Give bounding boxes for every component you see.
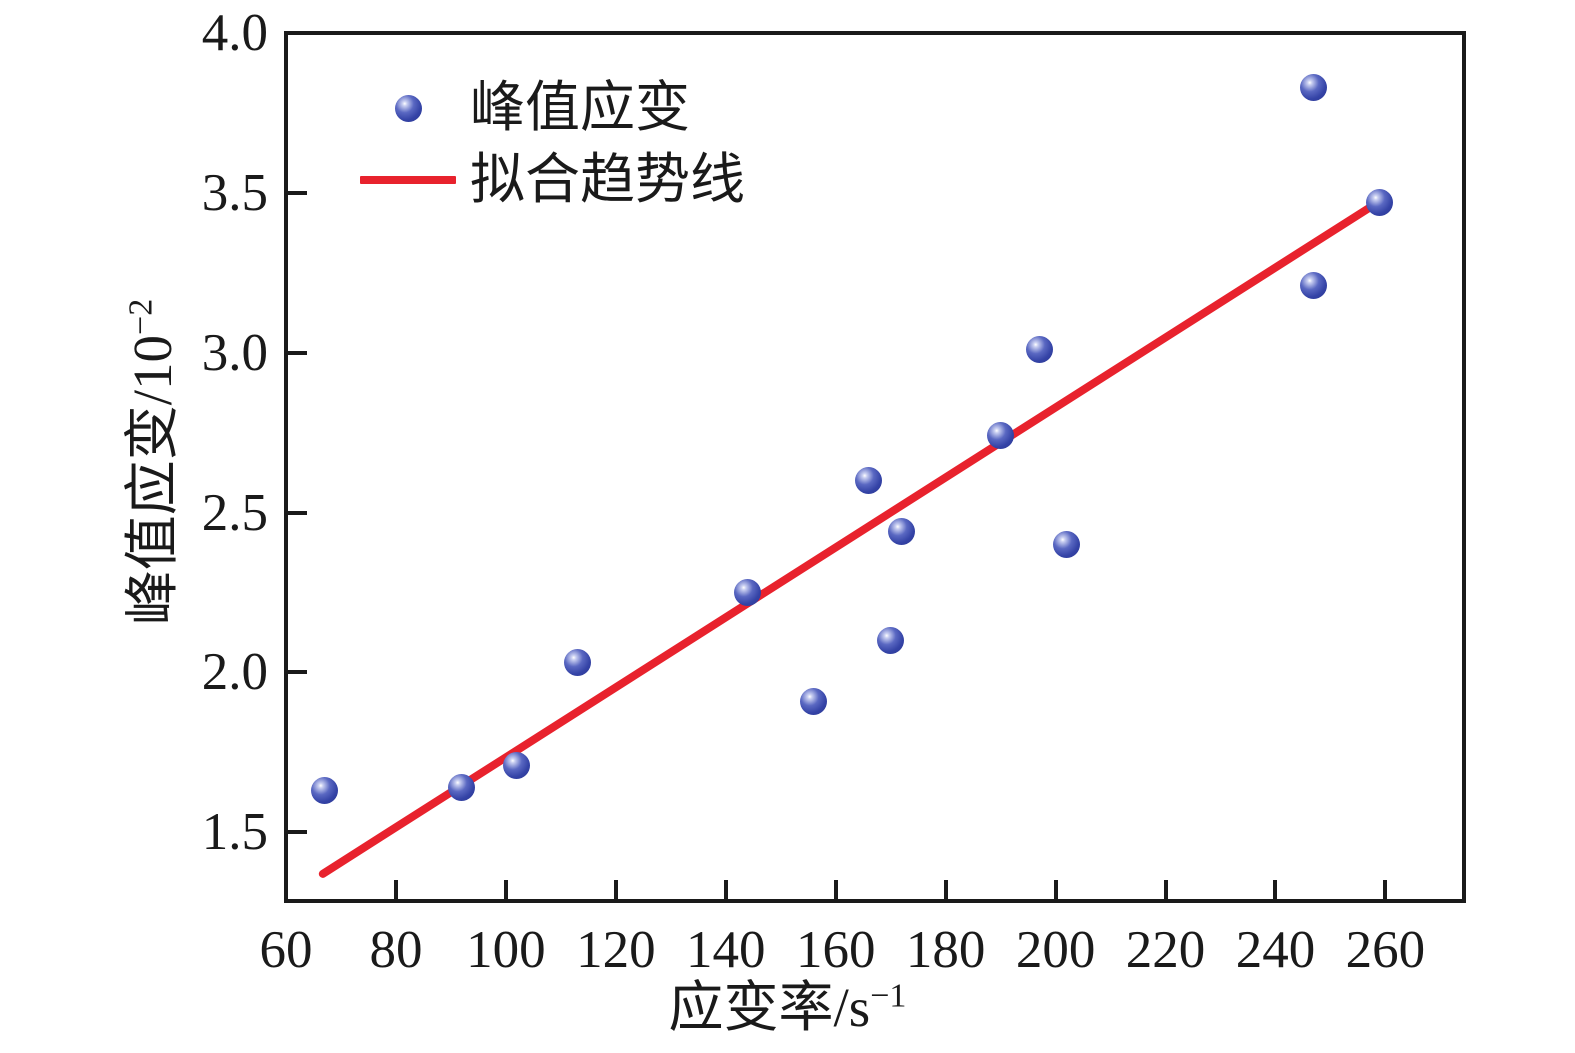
x-tick-label: 160 (795, 921, 876, 979)
y-tick-label: 4.0 (201, 4, 268, 62)
data-point (1025, 336, 1053, 363)
y-tick-label: 2.0 (201, 643, 268, 702)
scatter-marker-icon (394, 94, 422, 122)
x-tick-label: 260 (1345, 921, 1426, 979)
y-tick-label: 3.5 (201, 163, 268, 222)
data-point (855, 467, 883, 495)
trend-line (318, 198, 1382, 878)
y-tick (288, 31, 307, 35)
x-tick (1163, 880, 1168, 900)
x-tick (1053, 880, 1058, 900)
x-tick-label: 120 (576, 921, 656, 979)
legend-item-points: 峰值应变 (356, 72, 745, 144)
y-tick-label: 2.5 (201, 483, 268, 542)
x-tick (1383, 880, 1388, 900)
data-point (800, 687, 828, 715)
data-point (877, 626, 905, 654)
x-tick-label: 80 (369, 921, 423, 979)
data-point (1300, 73, 1328, 101)
x-tick (503, 880, 508, 900)
y-tick (288, 190, 307, 195)
legend: 峰值应变 拟合趋势线 (356, 72, 745, 216)
legend-label: 峰值应变 (470, 77, 691, 138)
y-tick (288, 350, 307, 355)
data-point (987, 422, 1015, 450)
y-axis-label: 峰值应变/10−2 (122, 298, 183, 626)
data-point (1053, 531, 1081, 559)
y-tick (288, 830, 307, 835)
x-tick-label: 100 (466, 921, 546, 979)
data-point (1300, 272, 1328, 300)
y-axis-label-text: 峰值应变/10 (122, 334, 183, 626)
x-tick (1273, 880, 1278, 900)
data-point (563, 649, 591, 677)
trend-line-icon (360, 176, 456, 184)
y-axis-label-exponent: −2 (122, 298, 160, 335)
x-axis-label-text: 应变率/s (668, 977, 871, 1038)
y-tick-label: 1.5 (201, 803, 268, 862)
x-tick (393, 880, 398, 900)
y-tick-label: 3.0 (201, 323, 268, 382)
y-tick (288, 670, 307, 675)
y-tick (288, 510, 307, 515)
plot-area (284, 31, 1466, 903)
legend-label: 拟合趋势线 (470, 149, 746, 210)
x-tick-label: 240 (1235, 921, 1316, 979)
x-tick (833, 880, 838, 900)
x-tick (284, 880, 288, 900)
x-tick (613, 880, 618, 900)
x-axis-label-exponent: −1 (870, 977, 907, 1015)
legend-item-line: 拟合趋势线 (356, 144, 745, 216)
x-tick (723, 880, 728, 900)
x-tick (943, 880, 948, 900)
x-tick-label: 200 (1015, 921, 1096, 979)
data-point (310, 777, 338, 805)
x-tick-label: 60 (259, 921, 313, 979)
data-point (1366, 188, 1394, 216)
x-tick-label: 220 (1125, 921, 1206, 979)
legend-marker-cell (356, 176, 460, 184)
data-point (448, 774, 476, 801)
data-point (888, 518, 916, 546)
legend-marker-cell (356, 94, 460, 122)
data-point (503, 751, 531, 779)
x-axis-label: 应变率/s−1 (0, 978, 1575, 1038)
x-tick-label: 140 (686, 921, 766, 979)
data-point (734, 578, 762, 606)
x-tick-label: 180 (905, 921, 986, 979)
